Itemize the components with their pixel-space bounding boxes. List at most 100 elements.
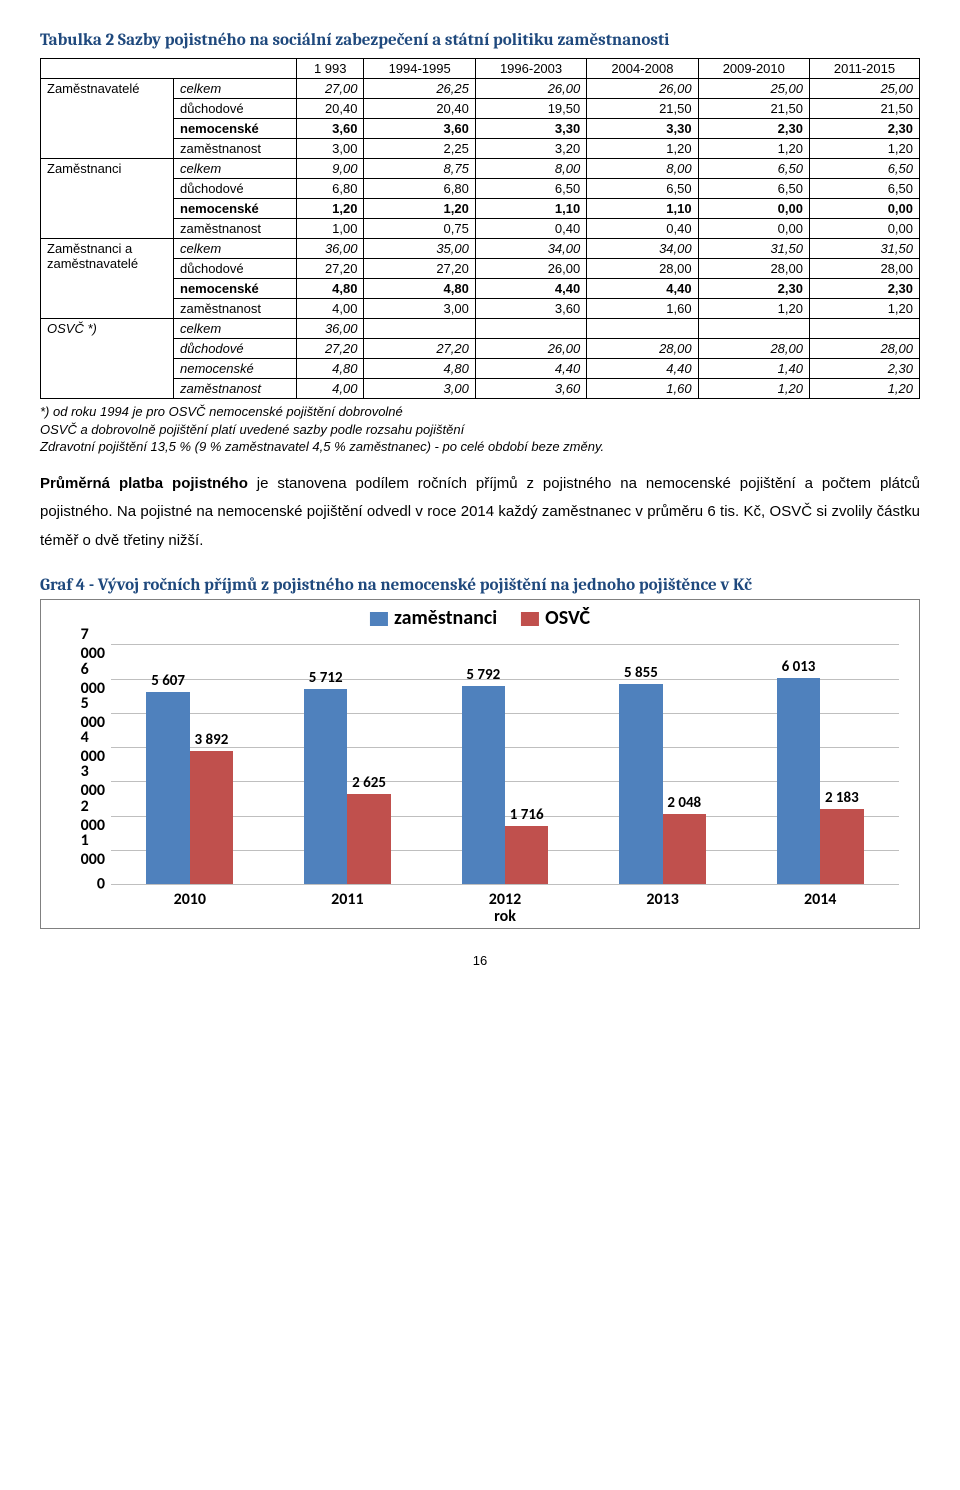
x-tick-label: 2014 [804,884,836,909]
table-cell: 26,00 [475,339,586,359]
table-cell: 6,80 [364,179,475,199]
table-cell: 20,40 [364,99,475,119]
row-label: celkem [174,79,297,99]
table-cell: 1,40 [698,359,809,379]
table-cell: 27,20 [297,259,364,279]
row-label: nemocenské [174,359,297,379]
table-cell: 28,00 [809,339,919,359]
table-cell: 4,00 [297,379,364,399]
table-cell: 25,00 [809,79,919,99]
table-cell: 6,50 [475,179,586,199]
y-tick-label: 1 000 [81,831,111,869]
y-tick-label: 2 000 [81,797,111,835]
table-header-row: 1 993 1994-1995 1996-2003 2004-2008 2009… [41,59,920,79]
table-cell: 0,75 [364,219,475,239]
table-row: Zaměstnavatelécelkem27,0026,2526,0026,00… [41,79,920,99]
bar-value-label: 1 716 [510,806,544,826]
chart-bar: 2 048 [663,814,706,884]
table-cell: 1,60 [587,379,698,399]
bar-value-label: 2 625 [352,774,386,794]
table-cell: 4,80 [297,279,364,299]
bar-value-label: 5 855 [624,664,658,684]
chart-legend: zaměstnanci OSVČ [370,606,590,630]
table-cell: 4,00 [297,299,364,319]
x-tick-label: 2010 [174,884,206,909]
table-cell: 3,30 [587,119,698,139]
table-cell: 1,20 [698,139,809,159]
rates-table: 1 993 1994-1995 1996-2003 2004-2008 2009… [40,58,920,399]
table-cell: 3,00 [364,299,475,319]
table-cell: 1,20 [698,379,809,399]
table-cell: 8,00 [587,159,698,179]
table-cell: 2,30 [809,119,919,139]
bar-value-label: 5 712 [309,669,343,689]
table-cell: 1,20 [809,379,919,399]
table-cell: 4,80 [297,359,364,379]
table-cell: 6,50 [698,179,809,199]
col-0: 1 993 [297,59,364,79]
table-cell: 21,50 [809,99,919,119]
table-cell: 21,50 [698,99,809,119]
table-cell: 1,20 [587,139,698,159]
chart-bar: 6 013 [777,678,820,884]
row-label: zaměstnanost [174,139,297,159]
table-cell: 0,00 [698,199,809,219]
table-cell: 28,00 [587,339,698,359]
table-cell: 4,40 [587,279,698,299]
y-tick-label: 0 [97,875,111,894]
col-3: 2004-2008 [587,59,698,79]
table-cell: 1,20 [809,299,919,319]
table-cell: 9,00 [297,159,364,179]
legend-label-1: OSVČ [545,606,590,630]
table-cell: 1,20 [297,199,364,219]
table-cell: 6,80 [297,179,364,199]
table-cell: 36,00 [297,239,364,259]
table-cell: 1,60 [587,299,698,319]
chart-bar: 5 607 [146,692,189,884]
row-label: nemocenské [174,119,297,139]
table-cell: 3,00 [364,379,475,399]
chart-bar: 5 792 [462,686,505,885]
y-tick-label: 4 000 [81,728,111,766]
table-cell: 2,30 [698,119,809,139]
table-cell: 34,00 [475,239,586,259]
table-cell: 27,20 [297,339,364,359]
chart-bar: 3 892 [190,751,233,884]
table-cell: 8,75 [364,159,475,179]
col-2: 1996-2003 [475,59,586,79]
table-cell: 3,60 [475,379,586,399]
table-cell: 36,00 [297,319,364,339]
table-cell: 2,25 [364,139,475,159]
table-cell: 35,00 [364,239,475,259]
table-cell: 0,00 [809,219,919,239]
bar-value-label: 5 607 [151,672,185,692]
chart-bar: 5 855 [619,684,662,885]
table-row: Zaměstnanci a zaměstnavatelécelkem36,003… [41,239,920,259]
table-cell: 28,00 [587,259,698,279]
group-label: Zaměstnavatelé [41,79,174,159]
table-cell: 4,80 [364,359,475,379]
row-label: zaměstnanost [174,219,297,239]
page-number: 16 [40,953,920,968]
chart-bar: 1 716 [505,826,548,885]
chart-bar: 2 183 [820,809,863,884]
group-label: Zaměstnanci [41,159,174,239]
table-cell: 26,00 [475,259,586,279]
y-tick-label: 6 000 [81,660,111,698]
table-cell: 4,40 [475,279,586,299]
table-cell: 2,30 [809,359,919,379]
footnote-0: *) od roku 1994 je pro OSVČ nemocenské p… [40,403,920,421]
bar-value-label: 2 183 [825,789,859,809]
table-footnotes: *) od roku 1994 je pro OSVČ nemocenské p… [40,403,920,456]
table-cell: 3,60 [297,119,364,139]
grid-line [111,644,899,645]
table-cell: 34,00 [587,239,698,259]
table-cell [364,319,475,339]
table-cell: 26,25 [364,79,475,99]
table-cell: 3,60 [475,299,586,319]
table-cell: 4,40 [587,359,698,379]
bar-value-label: 5 792 [466,666,500,686]
table-cell: 27,20 [364,259,475,279]
table-cell: 0,40 [475,219,586,239]
table-cell: 25,00 [698,79,809,99]
